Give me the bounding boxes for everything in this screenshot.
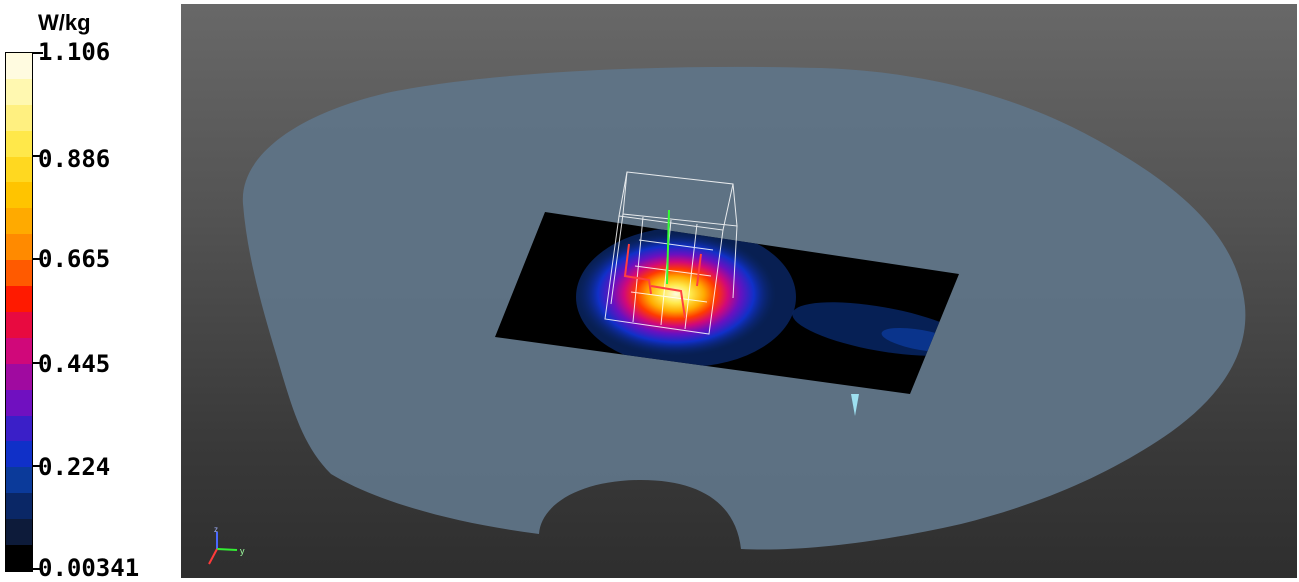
probe-cube-inner <box>623 243 702 319</box>
legend-tick-3 <box>33 362 43 364</box>
probe-axis <box>666 209 670 285</box>
colorbar-band-7 <box>6 363 32 390</box>
axis-label-z: z <box>214 525 218 534</box>
legend-tick-1 <box>33 155 43 157</box>
colorbar-band-19 <box>6 52 32 79</box>
colorbar-band-14 <box>6 182 32 209</box>
colorbar-band-17 <box>6 104 32 131</box>
colorbar-band-8 <box>6 337 32 364</box>
colorbar-band-11 <box>6 260 32 287</box>
colorbar-band-16 <box>6 130 32 157</box>
colorbar-band-18 <box>6 78 32 105</box>
legend-tick-label-4: 0.224 <box>38 453 111 481</box>
3d-viewport[interactable]: z y <box>181 4 1297 578</box>
colorbar-band-3 <box>6 467 32 494</box>
colorbar-band-1 <box>6 519 32 546</box>
marker <box>851 394 859 416</box>
colorbar-band-5 <box>6 415 32 442</box>
colorbar-band-10 <box>6 286 32 312</box>
legend-tick-label-1: 0.886 <box>38 145 111 173</box>
legend-colorbar <box>5 52 33 572</box>
colorbar-band-0 <box>6 545 32 571</box>
legend-tick-min <box>33 568 43 570</box>
colorbar-band-9 <box>6 311 32 338</box>
colorbar-band-15 <box>6 156 32 183</box>
color-legend: W/kg 1.106 0.886 0.665 0.445 0.224 0.003… <box>0 0 180 580</box>
colorbar-band-12 <box>6 234 32 261</box>
legend-tick-4 <box>33 465 43 467</box>
legend-tick-label-2: 0.665 <box>38 245 111 273</box>
legend-tick-max <box>33 52 43 54</box>
scene-canvas[interactable]: z y <box>181 4 1297 578</box>
legend-min-label: 0.00341 <box>38 554 140 582</box>
colorbar-band-4 <box>6 441 32 468</box>
legend-max-label: 1.106 <box>38 38 111 66</box>
colorbar-band-2 <box>6 493 32 520</box>
legend-tick-label-3: 0.445 <box>38 350 111 378</box>
legend-unit-label: W/kg <box>38 10 91 35</box>
axis-label-y: y <box>240 546 245 556</box>
axes-triad: z y <box>208 525 245 565</box>
probe-cube <box>604 171 738 335</box>
legend-tick-2 <box>33 258 43 260</box>
colorbar-band-6 <box>6 389 32 416</box>
colorbar-band-13 <box>6 208 32 235</box>
